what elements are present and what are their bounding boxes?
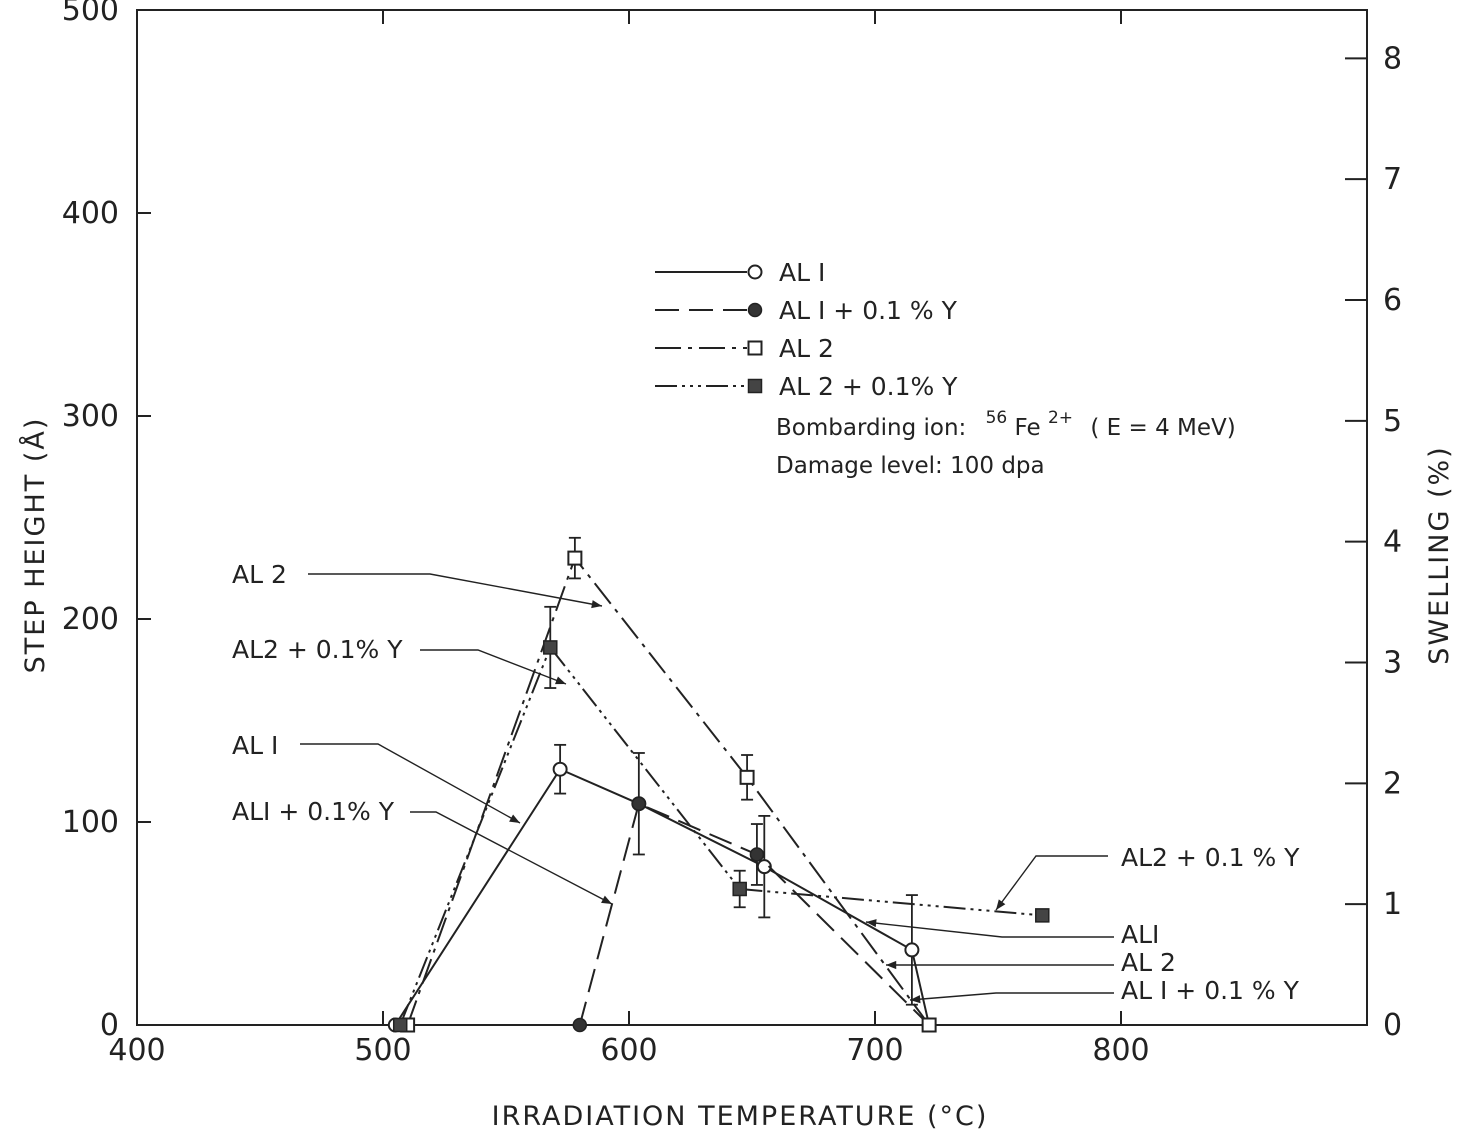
x-tick-label: 800: [1092, 1033, 1149, 1068]
y2-tick-label: 6: [1383, 283, 1402, 318]
y-tick-label: 300: [62, 399, 119, 434]
callout-arrowhead: [866, 919, 877, 928]
callout-al1-left: AL I: [232, 731, 278, 760]
series-line: [399, 645, 1043, 1026]
y2-tick-label: 2: [1383, 766, 1402, 801]
series-line: [578, 802, 930, 1026]
legend-marker: [747, 378, 763, 394]
callout-leaders: [300, 573, 1114, 1004]
y2-tick-label: 5: [1383, 404, 1402, 439]
y2-tick-label: 0: [1383, 1008, 1402, 1043]
annotation-ion: Bombarding ion: 56 Fe 2+ ( E = 4 MeV): [776, 403, 1236, 441]
legend-label: AL 2 + 0.1% Y: [779, 372, 958, 401]
data-point: [1035, 908, 1050, 923]
callout-leader: [308, 573, 603, 607]
x-tick-label: 400: [108, 1033, 165, 1068]
callout-al2y-left: AL2 + 0.1% Y: [232, 635, 403, 664]
annotation-ion-prefix: Bombarding ion:: [776, 415, 966, 441]
legend-label: AL I + 0.1 % Y: [779, 296, 958, 325]
callout-al2y-right: AL2 + 0.1 % Y: [1121, 843, 1300, 872]
y2-tick-label: 1: [1383, 887, 1402, 922]
x-tick-label: 500: [354, 1033, 411, 1068]
annotation-ion-element: Fe: [1015, 415, 1041, 441]
callout-al1y-right: AL I + 0.1 % Y: [1121, 976, 1300, 1005]
callout-al2-right: AL 2: [1121, 948, 1176, 977]
plot-frame: [136, 9, 1368, 1026]
y-tick-label: 200: [62, 602, 119, 637]
callout-leader: [909, 992, 1114, 1001]
data-point: [392, 1017, 408, 1033]
y-axis-title: STEP HEIGHT (Å): [19, 417, 51, 674]
annotation-ion-energy: ( E = 4 MeV): [1090, 415, 1235, 441]
series-4: [392, 605, 1050, 1033]
annotation-damage: Damage level: 100 dpa: [776, 453, 1045, 479]
data-point: [572, 1017, 588, 1033]
data-point: [631, 796, 647, 811]
data-point: [552, 761, 568, 777]
legend-item: AL 2: [655, 334, 834, 363]
legend-label: AL I: [779, 258, 825, 287]
ticks: [136, 9, 1367, 1026]
callout-leader: [420, 649, 567, 685]
callout-al1-right: ALI: [1121, 920, 1159, 949]
legend-marker: [747, 340, 763, 356]
y2-tick-label: 4: [1383, 525, 1402, 560]
callout-arrowhead: [555, 676, 566, 685]
y2-tick-label: 7: [1383, 162, 1402, 197]
series-3: [400, 536, 937, 1033]
callout-leader: [410, 811, 613, 905]
y2-axis-title: SWELLING (%): [1424, 445, 1455, 664]
callout-arrowhead: [910, 995, 921, 1004]
legend-marker: [747, 264, 763, 280]
legend-item: AL I + 0.1 % Y: [655, 296, 958, 325]
callout-arrowhead: [886, 960, 897, 970]
x-tick-label: 700: [846, 1033, 903, 1068]
legend-marker: [747, 302, 763, 318]
annotation-ion-charge: 2+: [1048, 408, 1073, 428]
callout-arrowhead: [509, 814, 520, 823]
data-point: [904, 942, 920, 958]
data-point: [749, 847, 765, 862]
callout-leader: [995, 855, 1108, 911]
series-2: [572, 796, 937, 1033]
y2-tick-label: 8: [1383, 41, 1402, 76]
legend-item: AL I: [655, 258, 825, 287]
y-tick-label: 400: [62, 196, 119, 231]
legend-label: AL 2: [779, 334, 834, 363]
series-layer: [387, 536, 1050, 1033]
y-tick-label: 0: [100, 1008, 119, 1043]
data-point: [921, 1017, 937, 1033]
series-line: [394, 767, 931, 1026]
series-1: [387, 743, 937, 1033]
callout-arrowhead: [591, 600, 602, 609]
data-point: [739, 769, 755, 785]
callout-leader: [865, 921, 1114, 938]
series-line: [406, 556, 930, 1026]
x-axis-title: IRRADIATION TEMPERATURE (°C): [492, 1101, 989, 1132]
legend-item: AL 2 + 0.1% Y: [655, 372, 958, 401]
x-tick-label: 600: [600, 1033, 657, 1068]
annotation-ion-mass: 56: [986, 408, 1008, 428]
data-point: [732, 881, 747, 897]
callout-arrowhead: [601, 895, 612, 904]
y-tick-label: 100: [62, 805, 119, 840]
data-point: [543, 640, 558, 655]
callout-al1y-left: ALI + 0.1% Y: [232, 797, 395, 826]
legend: AL I AL I + 0.1 % Y AL 2 AL 2 + 0.1% Y: [655, 258, 958, 401]
callout-leader: [300, 743, 521, 824]
y-tick-label: 500: [62, 0, 119, 28]
callout-arrowhead: [996, 899, 1006, 910]
data-point: [567, 550, 583, 566]
callout-al2-left: AL 2: [232, 560, 287, 589]
y2-tick-label: 3: [1383, 646, 1402, 681]
